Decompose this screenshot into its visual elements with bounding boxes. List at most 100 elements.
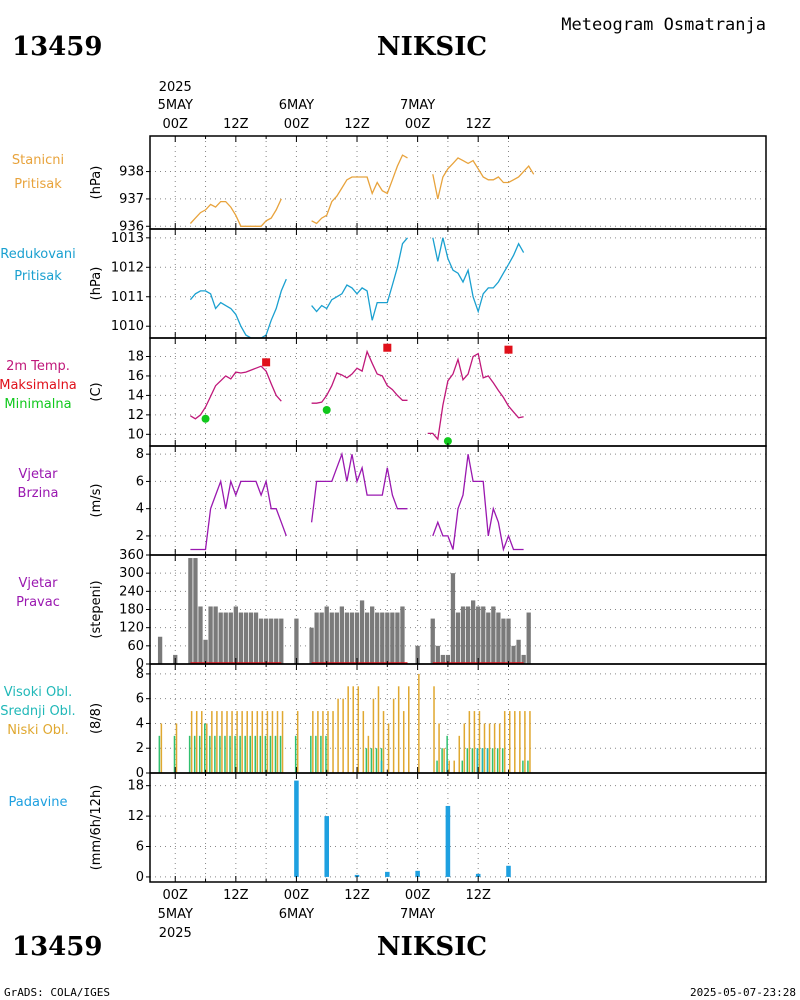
- bottom-hour-label: 12Z: [344, 888, 370, 903]
- y-tick-label: 0: [136, 870, 144, 885]
- panel-frame: [149, 135, 767, 230]
- bar: [521, 654, 526, 664]
- cloud-bar: [519, 711, 521, 773]
- cloud-bar: [461, 760, 464, 773]
- y-tick-label: 1013: [111, 231, 144, 246]
- bar: [258, 618, 264, 664]
- bar: [238, 612, 244, 664]
- cloud-bar: [402, 711, 405, 773]
- bottom-year-label: 2025: [159, 926, 192, 941]
- bar: [218, 612, 223, 664]
- panel-label: Brzina: [18, 486, 59, 501]
- bar: [279, 618, 284, 664]
- cloud-bar: [251, 711, 254, 773]
- cloud-bar: [352, 686, 354, 773]
- bar: [506, 618, 511, 664]
- bottom-hour-label: 00Z: [163, 888, 189, 903]
- cloud-bar: [244, 735, 246, 773]
- panel-label: Maksimalna: [0, 378, 77, 393]
- cloud-bar: [211, 711, 213, 773]
- cloud-bar: [392, 698, 395, 773]
- bar: [476, 606, 481, 664]
- cloud-bar: [380, 760, 383, 773]
- y-tick-label: 10: [127, 427, 144, 442]
- bar: [198, 606, 203, 664]
- panel-label: Pritisak: [14, 269, 62, 284]
- bar: [450, 573, 456, 664]
- bar: [516, 639, 521, 664]
- cloud-bar: [436, 760, 438, 773]
- y-tick-label: 0: [136, 657, 144, 672]
- cloud-bar: [370, 748, 373, 773]
- bar: [445, 805, 451, 877]
- bar: [385, 871, 390, 877]
- y-tick-label: 2: [136, 529, 144, 544]
- y-tick-label: 300: [119, 566, 144, 581]
- cloud-bar: [453, 760, 455, 773]
- series-line: [190, 478, 287, 551]
- y-axis-unit: (m/s): [89, 484, 104, 518]
- y-tick-label: 240: [119, 584, 144, 599]
- top-hour-label: 12Z: [344, 117, 370, 132]
- bar: [526, 612, 531, 664]
- panel-wind-direction: 0 60 120 180 240 300 360 (stepeni) Vjetar Pravac: [16, 548, 767, 672]
- bar: [228, 612, 233, 664]
- cloud-bar: [357, 686, 360, 773]
- panel-label: Pritisak: [14, 177, 62, 192]
- grads-credit: GrADS: COLA/IGES: [4, 986, 110, 999]
- cloud-bar: [188, 735, 191, 773]
- cloud-bar: [468, 711, 471, 773]
- bar: [506, 865, 511, 877]
- series-line: [310, 451, 408, 523]
- top-hour-label: 12Z: [223, 117, 249, 132]
- panel-label: Srednji Obl.: [0, 704, 75, 719]
- top-date-label: 5MAY: [158, 98, 193, 113]
- panel-station-pressure: 936 937 938 (hPa) Stanicni Pritisak: [12, 135, 767, 234]
- cloud-bar: [498, 723, 501, 773]
- y-axis-unit: (C): [89, 382, 104, 401]
- cloud-bar: [382, 711, 385, 773]
- bar: [460, 606, 466, 664]
- bar: [344, 612, 350, 664]
- cloud-bar: [310, 735, 312, 773]
- y-tick-label: 8: [136, 667, 144, 682]
- y-tick-label: 1011: [111, 290, 144, 305]
- bar: [475, 873, 481, 877]
- cloud-bar: [325, 735, 327, 773]
- panel-clouds: 0 2 4 6 8 (8/8) Visoki Obl. Srednji Obl. Niski O…: [0, 663, 767, 781]
- cloud-bar: [261, 711, 264, 773]
- cloud-bar: [387, 723, 390, 773]
- y-tick-label: 12: [127, 809, 144, 824]
- bar: [400, 606, 405, 664]
- bottom-time-axis: 00Z 5MAY 2025 12Z 00Z 6MAY 12Z 00Z 7MAY 12Z: [158, 888, 491, 941]
- bottom-date-label: 6MAY: [279, 907, 314, 922]
- bar: [359, 600, 365, 664]
- panel-precipitation: 0 6 12 18 (mm/6h/12h) Padavine: [9, 772, 767, 885]
- cloud-bar: [259, 735, 262, 773]
- cloud-bar: [347, 686, 349, 773]
- tmin-marker: [443, 437, 452, 446]
- cloud-bar: [193, 735, 196, 773]
- cloud-bar: [508, 711, 511, 773]
- cloud-bar: [271, 711, 274, 773]
- y-axis-unit: (mm/6h/12h): [89, 785, 104, 871]
- bar: [354, 874, 360, 877]
- series-line: [311, 349, 408, 404]
- bar: [274, 618, 279, 664]
- bar: [213, 606, 218, 664]
- bar: [324, 816, 329, 877]
- cloud-bar: [322, 711, 324, 773]
- generated-timestamp: 2025-05-07-23:28: [690, 986, 796, 999]
- cloud-bar: [279, 735, 282, 773]
- cloud-bar: [527, 760, 529, 773]
- series-line: [427, 352, 524, 441]
- cloud-bar: [231, 711, 233, 773]
- bar: [445, 654, 451, 664]
- cloud-bar: [195, 711, 198, 773]
- cloud-bar: [486, 748, 489, 773]
- y-tick-label: 2: [136, 741, 144, 756]
- series-line: [189, 278, 287, 339]
- cloud-bar: [418, 673, 420, 773]
- series-line: [190, 365, 282, 420]
- panel-frame: [149, 772, 767, 883]
